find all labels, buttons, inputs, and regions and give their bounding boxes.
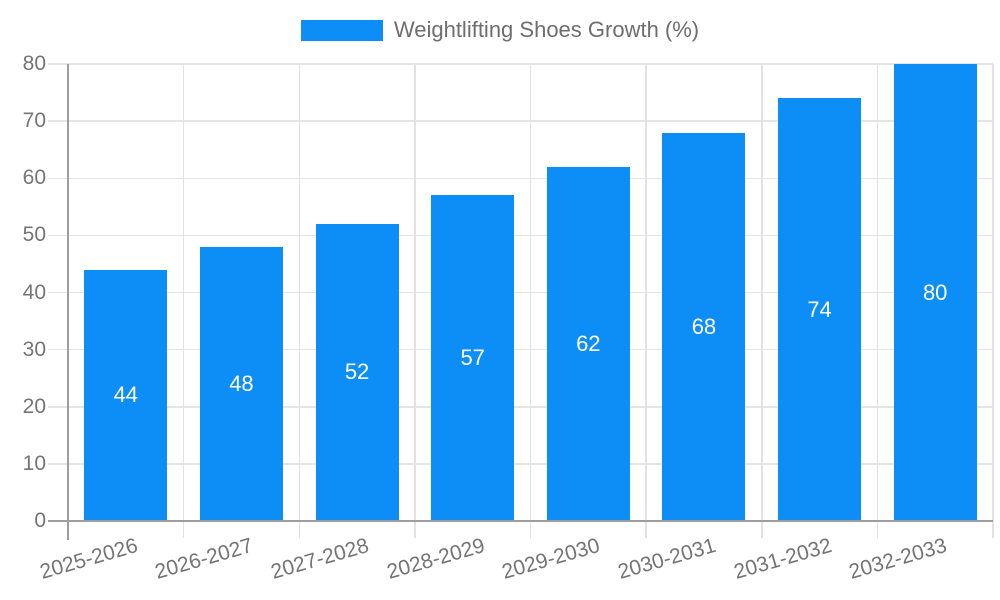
bar-2027-2028[interactable]: [315, 223, 399, 521]
bar-2028-2029[interactable]: [431, 195, 515, 521]
y-gridline: [48, 463, 993, 465]
x-gridline: [182, 64, 185, 538]
x-gridline: [645, 64, 647, 538]
y-gridline: [48, 177, 993, 179]
bar-2025-2026[interactable]: [84, 269, 168, 521]
x-axis-line: [48, 520, 993, 522]
x-gridline: [529, 64, 532, 538]
y-gridline: [48, 291, 993, 294]
y-axis-line: [67, 64, 69, 540]
y-axis-tick-label: 0: [34, 509, 46, 532]
legend-item[interactable]: Weightlifting Shoes Growth (%): [0, 15, 1000, 45]
bar-2031-2032[interactable]: [778, 98, 862, 521]
y-axis-tick-label: 10: [22, 451, 46, 475]
bar-2029-2030[interactable]: [546, 166, 630, 521]
y-axis-tick-label: 50: [22, 223, 46, 247]
y-axis-tick-label: 80: [22, 52, 46, 75]
x-gridline: [992, 64, 994, 538]
y-gridline: [48, 406, 993, 408]
x-gridline: [298, 64, 300, 538]
x-gridline: [876, 64, 879, 538]
y-gridline: [48, 120, 993, 122]
y-axis-tick-label: 20: [22, 394, 46, 418]
y-gridline: [48, 348, 993, 351]
y-axis-tick-label: 70: [22, 109, 46, 133]
y-gridline: [48, 63, 993, 65]
legend-label: Weightlifting Shoes Growth (%): [393, 17, 700, 42]
bar-2026-2027[interactable]: [199, 246, 283, 521]
legend-swatch: [300, 19, 383, 41]
y-axis-tick-label: 30: [22, 337, 46, 361]
bar-2032-2033[interactable]: [893, 64, 977, 521]
y-axis-tick-label: 60: [22, 166, 46, 190]
bar-2030-2031[interactable]: [662, 132, 746, 521]
x-gridline: [414, 64, 416, 538]
x-gridline: [761, 64, 763, 538]
y-gridline: [48, 234, 993, 237]
y-axis-tick-label: 40: [22, 280, 46, 304]
